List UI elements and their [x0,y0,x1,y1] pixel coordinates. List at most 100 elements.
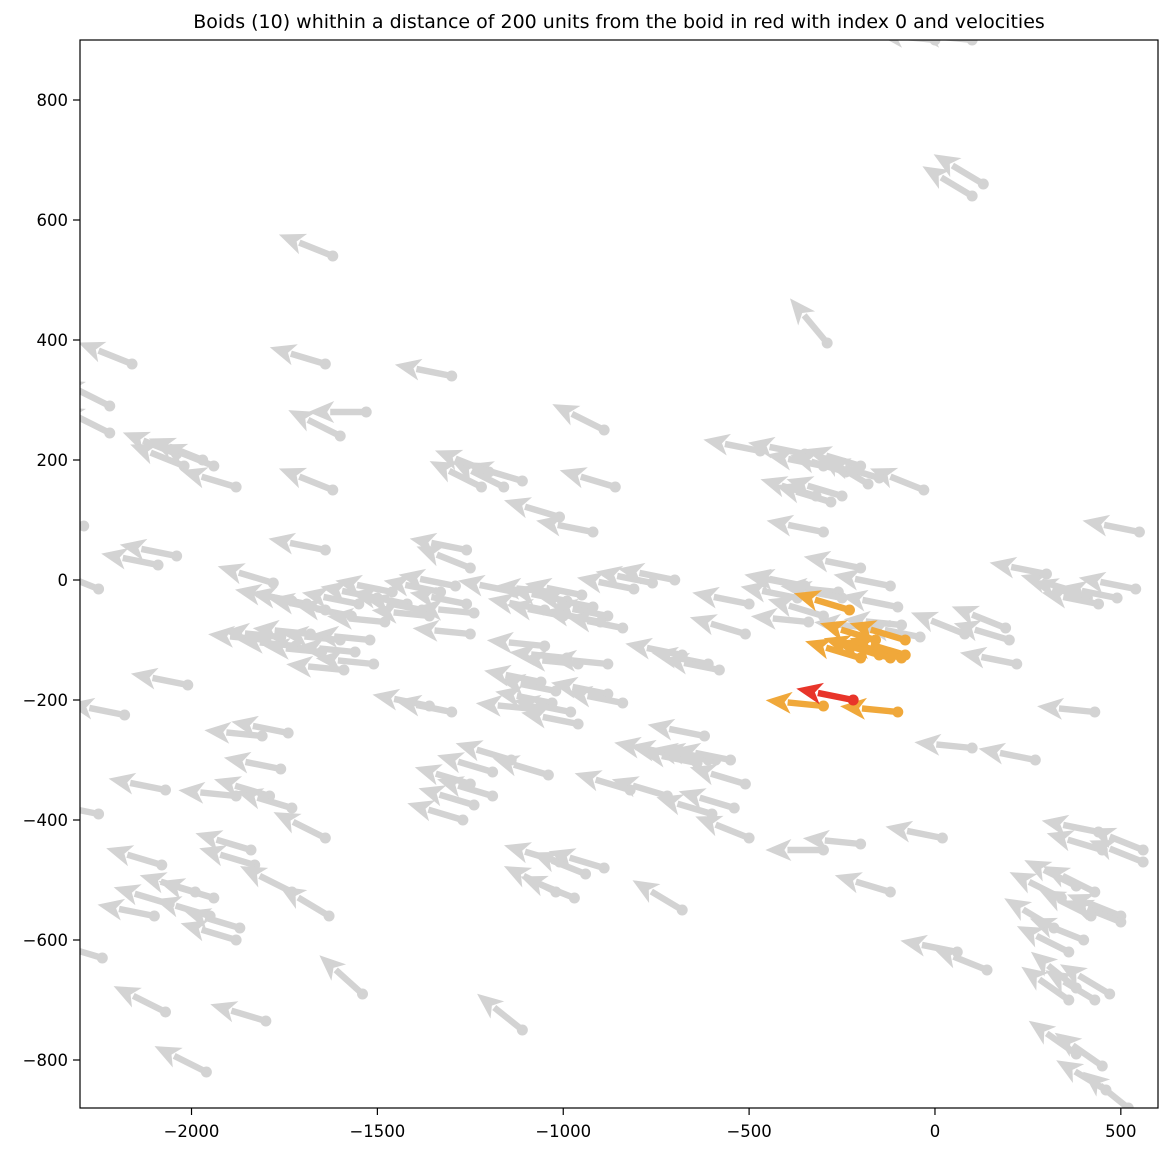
boid-arrow-others [833,568,896,592]
boid-arrow-others [1056,1060,1112,1096]
boid-arrow-others [978,742,1041,766]
boid-arrow-others [80,381,116,412]
boid-arrow-others [210,1001,272,1027]
boid-arrow-others [989,556,1052,580]
boid-arrow-others [662,652,725,676]
boid-arrow-others [692,586,755,610]
boid-arrow-others [279,886,335,922]
boid-arrow-others [394,358,458,382]
boid-arrow-others [80,520,90,532]
boid-arrow-others [160,443,220,472]
boid-arrow-neighbors [823,635,885,661]
boid-arrow-others [1082,514,1145,538]
boid-arrow-others [786,476,848,502]
boid-arrow-others [1060,580,1123,604]
boid-arrow-others [223,751,287,775]
boid-arrow-others [315,649,380,672]
y-tick-label: −600 [23,931,68,950]
x-tick-label: −500 [726,1122,771,1141]
boid-arrow-others [106,845,168,871]
y-tick-label: 400 [37,331,69,350]
boid-arrow-others [750,607,815,630]
boid-arrow-others [565,685,629,709]
x-axis: −2000 −1500 −1000 −500 0 500 [164,1108,1137,1141]
boid-arrow-others [101,547,164,571]
y-tick-label: 0 [58,571,69,590]
boid-arrow-others [504,497,566,523]
boid-arrow-others [1021,966,1075,1006]
boid-arrow-others [297,637,361,660]
boid-arrow-others [484,664,547,688]
boid-arrow-others [823,458,885,484]
boid-arrow-others [1078,571,1142,595]
boid-arrow-others [412,619,476,642]
boid-arrow-others [437,752,499,778]
boid-arrow-others [80,408,116,439]
boid-arrow-others [951,605,1012,634]
boid-arrow-others [204,721,268,744]
boid-arrow-neighbors [849,620,911,646]
boid-arrow-others [689,764,751,790]
boid-arrow-others [437,776,499,802]
boid-arrow-others [559,467,621,493]
boid-arrow-neighbors [793,590,855,616]
boid-arrow-others [790,298,833,349]
boid-arrow-others [416,598,480,621]
x-tick-label: 0 [930,1122,941,1141]
boid-arrow-others [180,467,242,493]
boid-arrow-others [1009,872,1067,904]
boid-arrow-others [678,788,740,814]
boid-arrow-others [1024,860,1082,892]
boid-arrow-others [154,1046,212,1078]
boid-arrow-others [492,755,554,781]
x-tick-label: −1500 [349,1122,405,1141]
boid-arrow-others [97,898,160,922]
boid-arrow-others [552,404,610,436]
boid-arrow-others [327,607,391,630]
boid-arrow-others [834,872,896,898]
x-tick-label: −2000 [164,1122,220,1141]
boid-arrow-others [130,667,194,691]
y-tick-label: 800 [37,91,69,110]
boid-arrow-others [1037,697,1101,720]
boid-arrow-others [802,829,867,852]
boid-arrow-others [900,934,963,958]
boid-arrow-others [80,578,105,595]
y-tick-label: −400 [23,811,68,830]
boid-arrow-others [429,461,487,493]
boid-arrow-others [383,574,447,598]
boid-arrow-others [1089,827,1149,856]
boid-arrow-others [477,993,528,1036]
boid-arrow-others [574,770,636,796]
boid-arrow-others [1059,964,1116,1000]
boid-arrow-others [214,776,276,802]
boid-arrow-others [195,830,257,856]
boid-arrow-others [536,514,599,538]
boid-arrow-others [119,538,183,562]
y-tick-label: 600 [37,211,69,230]
boid-arrow-others [418,785,480,811]
boid-arrow-others [1045,970,1101,1006]
boid-arrow-others [689,614,751,640]
boid-arrow-others [595,565,658,589]
boid-arrow-others [1016,926,1075,958]
boid-arrow-others [398,568,461,592]
boid-arrow-others [959,646,1023,670]
boid-arrow-others [577,571,640,595]
boid-arrow-others [760,476,822,502]
boid-arrow-others [278,467,339,496]
boid-arrow-others [416,545,476,574]
boid-arrow-others [278,233,339,262]
x-tick-label: 500 [1105,1122,1137,1141]
boid-arrow-others [409,532,473,556]
boid-arrow-others [80,697,131,721]
boid-arrow-others [269,344,331,370]
boid-arrow-others [308,401,372,423]
boid-arrow-others [1089,839,1149,868]
boid-arrow-others [273,812,331,844]
boid-arrow-others [80,947,108,964]
boid-arrow-others [922,166,978,202]
chart-title: Boids (10) whithin a distance of 200 uni… [193,11,1045,33]
boid-arrow-others [407,800,469,826]
